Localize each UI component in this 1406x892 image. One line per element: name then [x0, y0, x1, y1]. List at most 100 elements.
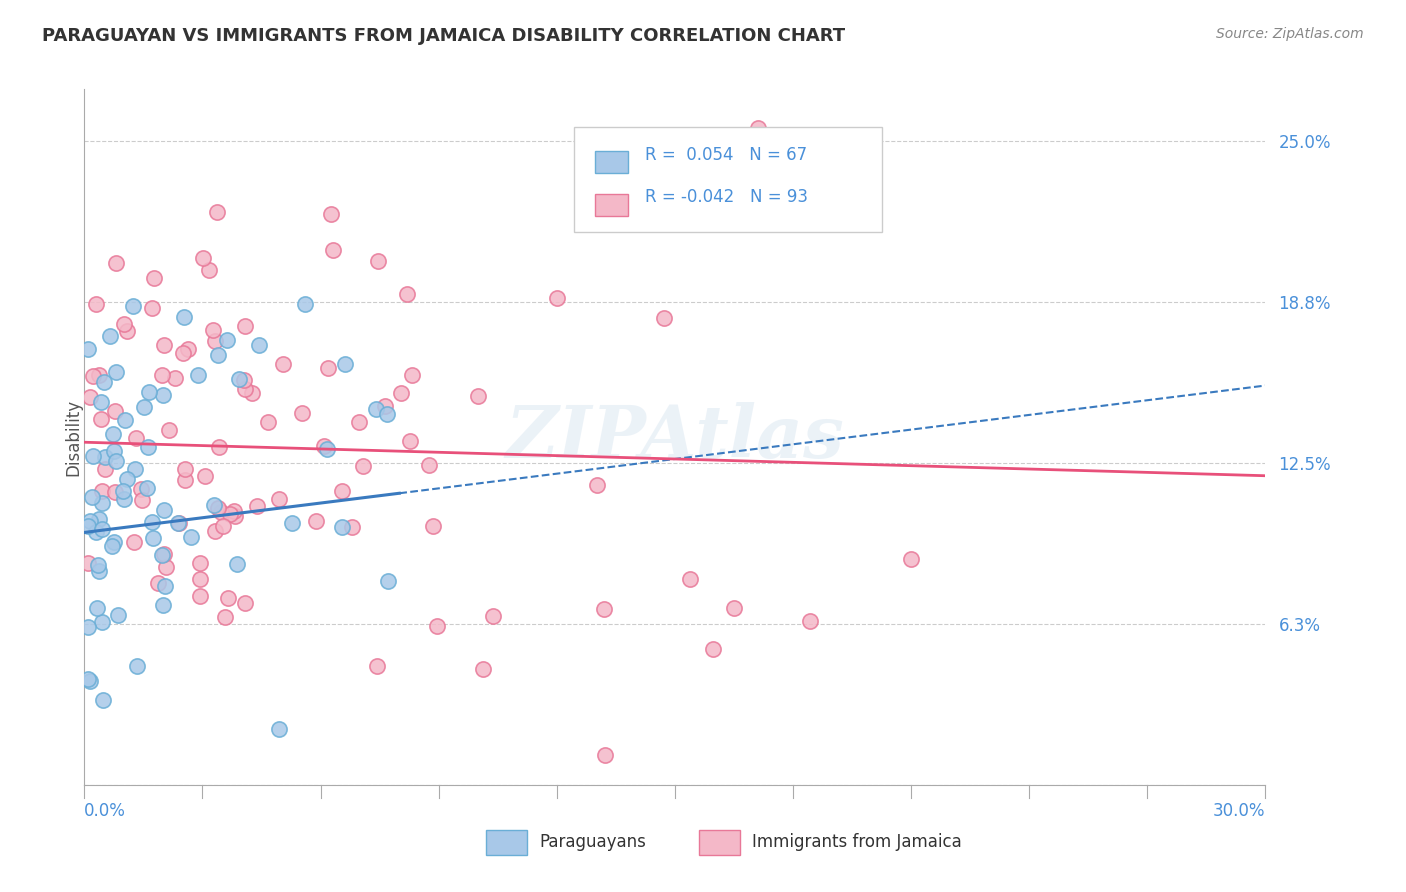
Point — [396, 287, 419, 301]
Point — [82, 449, 104, 463]
Point — [150, 368, 173, 382]
Point — [84, 525, 107, 540]
Point — [172, 346, 194, 360]
Y-axis label: Disability: Disability — [65, 399, 82, 475]
Point — [271, 357, 294, 371]
Point — [112, 492, 135, 507]
Point — [122, 534, 145, 549]
Point — [214, 610, 236, 624]
Point — [723, 601, 745, 615]
Point — [389, 385, 412, 400]
Point — [104, 365, 127, 379]
Point — [245, 500, 267, 514]
Point — [305, 514, 328, 528]
Point — [349, 415, 371, 429]
Point — [366, 659, 388, 673]
Point — [153, 547, 176, 561]
Point — [366, 402, 388, 417]
Point — [122, 299, 145, 313]
Point — [219, 507, 242, 521]
Point — [104, 404, 127, 418]
Point — [127, 659, 149, 673]
Point — [426, 618, 449, 632]
FancyBboxPatch shape — [595, 151, 627, 173]
Point — [467, 389, 489, 403]
Point — [167, 516, 190, 530]
Point — [228, 372, 250, 386]
Point — [91, 693, 114, 707]
Point — [207, 205, 229, 219]
Point — [257, 415, 280, 429]
Point — [204, 334, 226, 348]
Point — [586, 478, 609, 492]
Point — [399, 434, 422, 448]
Point — [177, 342, 200, 356]
Point — [136, 440, 159, 454]
Point — [155, 579, 177, 593]
Point — [79, 390, 101, 404]
Point — [90, 496, 112, 510]
Point — [330, 484, 353, 499]
Point — [418, 458, 440, 473]
Point — [269, 722, 291, 736]
Point — [157, 423, 180, 437]
Point — [352, 459, 374, 474]
Point — [208, 441, 231, 455]
Text: ZIPAtlas: ZIPAtlas — [506, 401, 844, 473]
Point — [747, 120, 769, 135]
Point — [202, 323, 225, 337]
Point — [217, 591, 239, 605]
Point — [165, 370, 187, 384]
Point — [104, 484, 127, 499]
Point — [93, 375, 115, 389]
Point — [77, 556, 100, 570]
Point — [190, 590, 212, 604]
Point — [209, 505, 232, 519]
Point — [316, 360, 339, 375]
Point — [91, 522, 114, 536]
Point — [374, 399, 396, 413]
Text: PARAGUAYAN VS IMMIGRANTS FROM JAMAICA DISABILITY CORRELATION CHART: PARAGUAYAN VS IMMIGRANTS FROM JAMAICA DI… — [42, 27, 845, 45]
Point — [267, 491, 290, 506]
Point — [153, 338, 176, 352]
Point — [87, 512, 110, 526]
Point — [472, 662, 495, 676]
Point — [79, 514, 101, 528]
Point — [82, 490, 104, 504]
Point — [900, 552, 922, 566]
Point — [153, 503, 176, 517]
Point — [167, 516, 190, 531]
Point — [86, 558, 108, 572]
Point — [89, 368, 111, 382]
Point — [101, 426, 124, 441]
Point — [117, 324, 139, 338]
Point — [482, 608, 505, 623]
FancyBboxPatch shape — [486, 830, 527, 855]
Point — [194, 469, 217, 483]
Point — [207, 501, 229, 516]
Point — [105, 256, 128, 270]
Point — [377, 574, 399, 588]
Point — [125, 431, 148, 445]
Text: Paraguayans: Paraguayans — [538, 833, 645, 851]
Point — [180, 530, 202, 544]
Point — [155, 560, 177, 574]
Point — [247, 338, 270, 352]
Point — [79, 673, 101, 688]
Point — [652, 310, 675, 325]
Point — [401, 368, 423, 383]
Point — [546, 291, 568, 305]
Point — [173, 462, 195, 476]
Point — [103, 443, 125, 458]
Point — [198, 263, 221, 277]
Point — [77, 620, 100, 634]
Point — [217, 333, 239, 347]
Point — [155, 65, 177, 79]
Point — [104, 454, 127, 468]
Point — [114, 413, 136, 427]
Point — [90, 615, 112, 629]
Point — [101, 539, 124, 553]
Point — [312, 439, 335, 453]
Point — [84, 297, 107, 311]
FancyBboxPatch shape — [575, 128, 882, 232]
